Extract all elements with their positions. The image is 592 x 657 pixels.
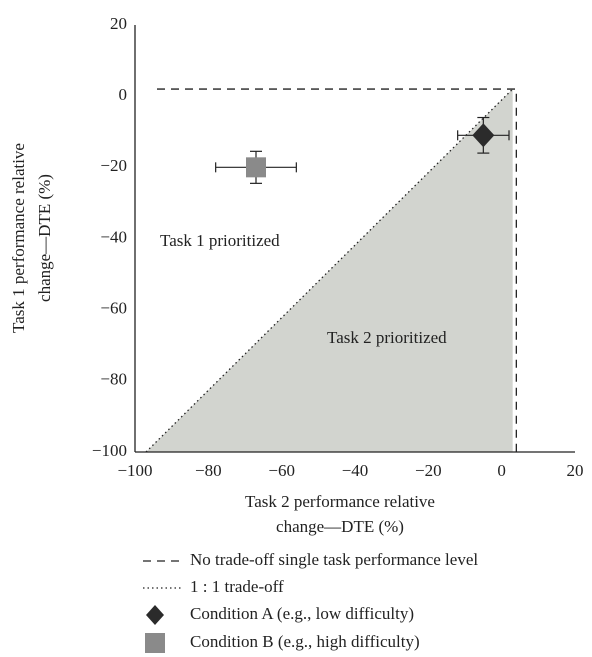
reference-line [157,88,517,452]
annotation: Task 1 prioritized [160,231,280,250]
y-tick-label: 0 [119,85,128,104]
y-tick-label: −80 [100,370,127,389]
x-tick-label: 20 [567,461,584,480]
y-tick-label: 20 [110,14,127,33]
x-tick-label: −100 [117,461,152,480]
legend-marker [145,633,165,653]
legend-label: Condition A (e.g., low difficulty) [190,604,414,623]
reference-line [145,88,514,453]
x-tick-label: −20 [415,461,442,480]
x-axis-label: Task 2 performance relative [245,492,435,511]
x-tick-label: −80 [195,461,222,480]
x-tick-label: −60 [268,461,295,480]
legend-label: No trade-off single task performance lev… [190,550,478,569]
y-axis-label: change—DTE (%) [35,174,54,302]
y-axis-label: Task 1 performance relative [9,143,28,333]
y-tick-label: −60 [100,299,127,318]
point [246,157,266,178]
point [472,123,495,148]
annotation: Task 2 prioritized [327,328,447,347]
x-tick-label: −40 [342,461,369,480]
legend-marker [146,605,164,625]
y-tick-label: −20 [100,156,127,175]
legend-label: 1 : 1 trade-off [190,577,284,596]
legend-label: Condition B (e.g., high difficulty) [190,632,420,651]
y-tick-label: −100 [92,441,127,460]
x-axis-label: change—DTE (%) [276,517,404,536]
x-tick-label: 0 [497,461,506,480]
y-tick-label: −40 [100,227,127,246]
